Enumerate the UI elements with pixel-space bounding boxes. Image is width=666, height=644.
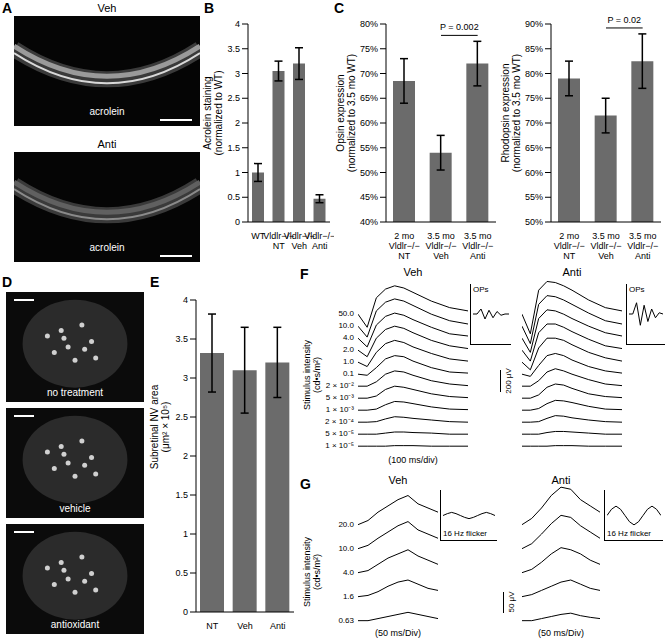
svg-text:80%: 80%	[525, 69, 543, 79]
svg-text:acrolein: acrolein	[89, 106, 124, 117]
svg-text:2.5: 2.5	[227, 93, 240, 103]
svg-text:3.5: 3.5	[227, 44, 240, 54]
svg-text:0: 0	[235, 217, 240, 227]
svg-text:no treatment: no treatment	[47, 387, 103, 398]
svg-text:1.5: 1.5	[175, 490, 188, 500]
svg-text:3: 3	[183, 373, 188, 383]
svg-text:acrolein: acrolein	[89, 242, 124, 253]
svg-text:P = 0.002: P = 0.002	[440, 22, 479, 32]
svg-text:60%: 60%	[525, 168, 543, 178]
svg-text:antioxidant: antioxidant	[51, 619, 100, 630]
svg-text:Veh: Veh	[237, 621, 253, 631]
svg-text:Anti: Anti	[270, 621, 286, 631]
svg-text:P = 0.02: P = 0.02	[608, 15, 642, 25]
svg-text:80%: 80%	[360, 19, 378, 29]
svg-text:3.5 moVldlr−/−Veh: 3.5 moVldlr−/−Veh	[425, 231, 456, 261]
svg-text:50%: 50%	[525, 217, 543, 227]
svg-text:3.5: 3.5	[175, 334, 188, 344]
svg-text:2: 2	[235, 118, 240, 128]
svg-text:0.5: 0.5	[175, 568, 188, 578]
svg-text:1: 1	[235, 168, 240, 178]
svg-text:70%: 70%	[360, 69, 378, 79]
svg-text:2: 2	[183, 451, 188, 461]
svg-text:0.5: 0.5	[227, 192, 240, 202]
svg-text:45%: 45%	[360, 192, 378, 202]
svg-text:2 moVldlr−/−NT: 2 moVldlr−/−NT	[554, 231, 585, 261]
svg-text:3.5 moVldlr−/−Anti: 3.5 moVldlr−/−Anti	[462, 231, 493, 261]
svg-text:70%: 70%	[525, 118, 543, 128]
svg-text:vehicle: vehicle	[59, 503, 91, 514]
svg-text:60%: 60%	[360, 118, 378, 128]
svg-text:40%: 40%	[360, 217, 378, 227]
svg-text:65%: 65%	[360, 93, 378, 103]
svg-text:3: 3	[235, 69, 240, 79]
svg-text:50%: 50%	[360, 168, 378, 178]
svg-text:2 moVldlr−/−NT: 2 moVldlr−/−NT	[389, 231, 420, 261]
svg-text:85%: 85%	[525, 44, 543, 54]
svg-text:4: 4	[235, 19, 240, 29]
svg-text:1: 1	[183, 529, 188, 539]
svg-text:55%: 55%	[360, 143, 378, 153]
svg-text:75%: 75%	[360, 44, 378, 54]
svg-text:90%: 90%	[525, 19, 543, 29]
svg-text:3.5 moVldlr−/−Veh: 3.5 moVldlr−/−Veh	[590, 231, 621, 261]
svg-text:Vldlr−/−Anti: Vldlr−/−Anti	[304, 231, 334, 251]
svg-text:0: 0	[183, 607, 188, 617]
svg-text:55%: 55%	[525, 192, 543, 202]
svg-text:4: 4	[183, 295, 188, 305]
svg-text:65%: 65%	[525, 143, 543, 153]
svg-text:3.5 moVldlr−/−Anti: 3.5 moVldlr−/−Anti	[627, 231, 658, 261]
svg-text:NT: NT	[206, 621, 218, 631]
svg-text:2.5: 2.5	[175, 412, 188, 422]
svg-text:75%: 75%	[525, 93, 543, 103]
svg-text:1.5: 1.5	[227, 143, 240, 153]
